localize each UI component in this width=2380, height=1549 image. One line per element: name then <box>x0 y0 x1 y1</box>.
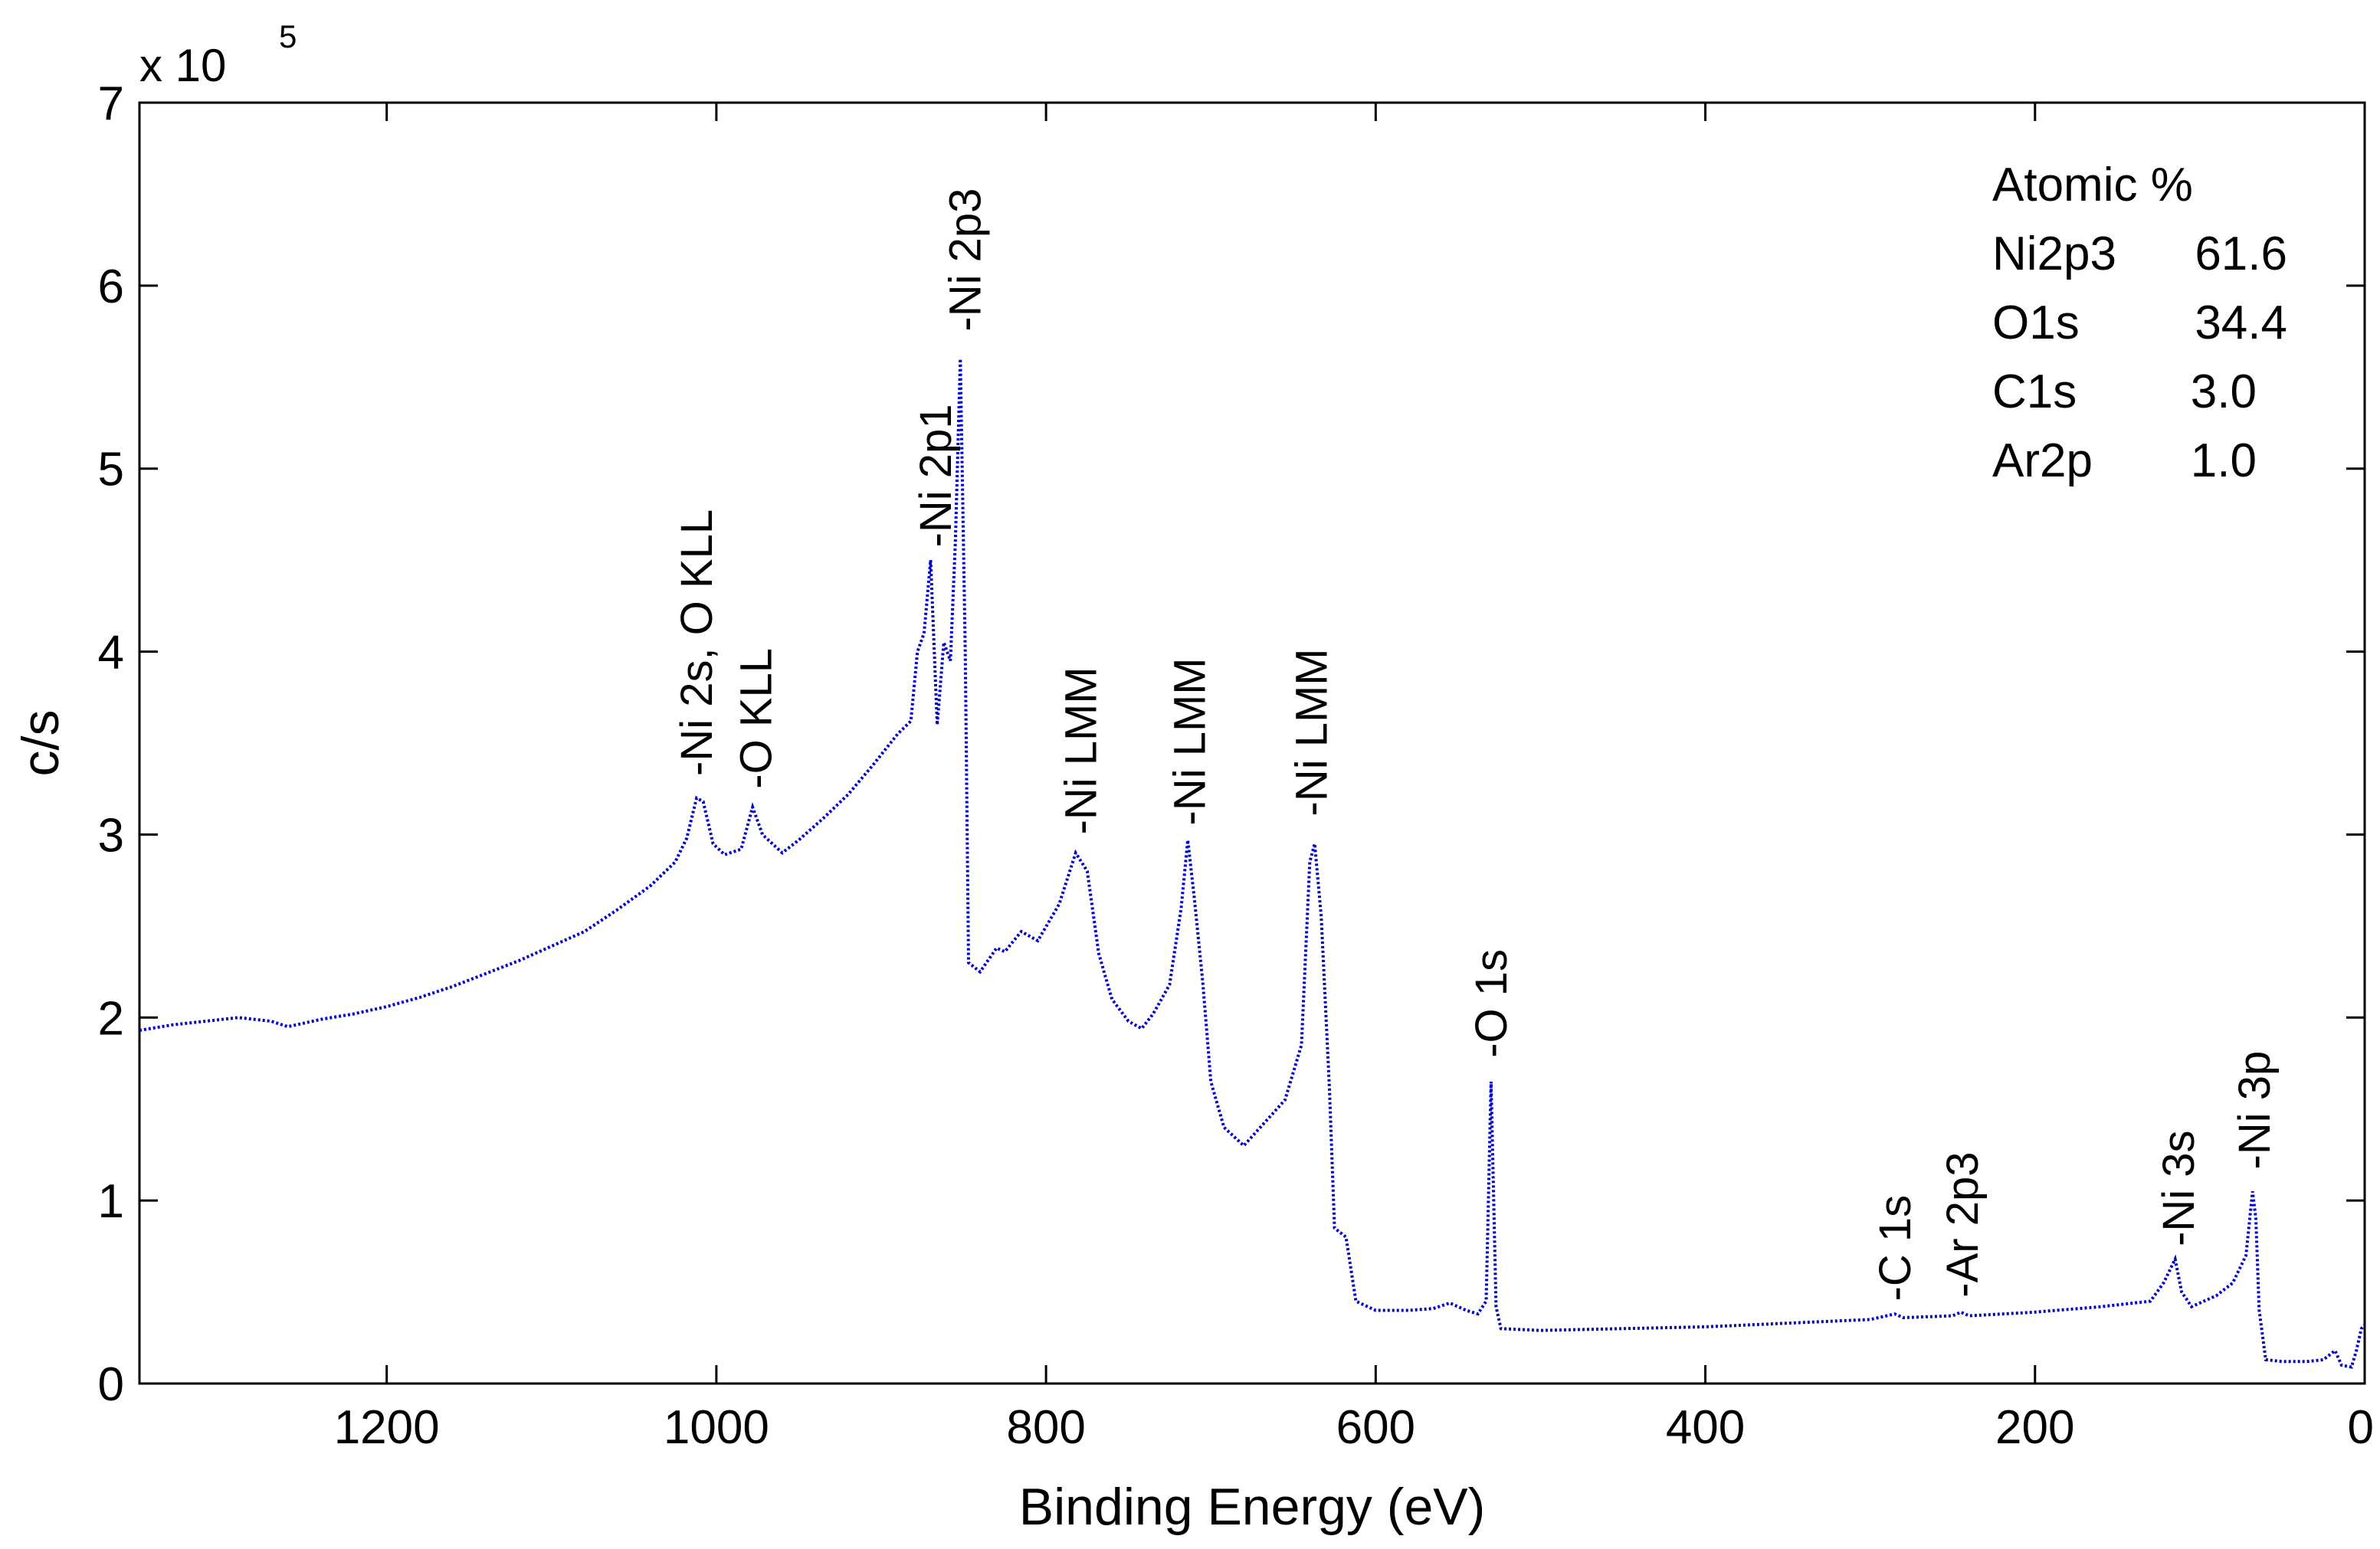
y-tick-label: 7 <box>98 77 124 130</box>
peak-label: -Ni LMM <box>1056 666 1106 834</box>
x-axis-ticks: 1200 1000 800 600 400 200 0 <box>334 103 2374 1454</box>
y-axis-ticks: 0 1 2 3 4 5 6 7 <box>98 77 2365 1411</box>
legend-label: C1s <box>1992 365 2077 418</box>
peak-label: -Ni LMM <box>1165 657 1215 825</box>
x-tick-label: 1200 <box>334 1401 440 1454</box>
peak-label: -Ni 2p3 <box>941 188 991 332</box>
spectrum-line <box>139 359 2366 1369</box>
x-axis-title: Binding Energy (eV) <box>1019 1478 1486 1536</box>
y-axis-multiplier: x 10 <box>139 40 226 91</box>
y-tick-label: 2 <box>98 992 124 1045</box>
x-tick-label: 400 <box>1666 1401 1745 1454</box>
peak-label: -C 1s <box>1870 1195 1920 1302</box>
atomic-percent-legend: Atomic % Ni2p3 61.6 O1s 34.4 C1s 3.0 Ar2… <box>1992 159 2287 487</box>
peak-annotations: -Ni 2p3 -Ni 2p1 -Ni 2s, O KLL -O KLL -Ni LMM… <box>672 188 2280 1302</box>
y-axis-title: c/s <box>11 710 70 777</box>
legend-label: O1s <box>1992 296 2080 349</box>
peak-label: -Ar 2p3 <box>1938 1151 1988 1297</box>
y-axis-exponent: 5 <box>279 18 297 54</box>
legend-value: 1.0 <box>2191 434 2257 487</box>
y-tick-label: 4 <box>98 627 124 680</box>
peak-label: -O 1s <box>1467 949 1516 1058</box>
legend-label: Ni2p3 <box>1992 228 2116 280</box>
peak-label: -Ni 3p <box>2230 1051 2280 1170</box>
legend-value: 61.6 <box>2195 228 2287 280</box>
peak-label: -O KLL <box>732 648 782 789</box>
plot-frame <box>138 101 2366 1385</box>
y-tick-label: 3 <box>98 809 124 862</box>
y-tick-label: 1 <box>98 1175 124 1228</box>
legend-title: Atomic % <box>1992 159 2193 211</box>
peak-label: -Ni 3s <box>2154 1130 2204 1246</box>
x-tick-label: 0 <box>2348 1401 2374 1454</box>
peak-label: -Ni LMM <box>1287 648 1336 816</box>
y-tick-label: 0 <box>98 1358 124 1411</box>
legend-label: Ar2p <box>1992 434 2093 487</box>
x-tick-label: 1000 <box>664 1401 769 1454</box>
x-tick-label: 200 <box>1995 1401 2074 1454</box>
legend-value: 3.0 <box>2191 365 2257 418</box>
peak-label: -Ni 2s, O KLL <box>672 509 722 776</box>
y-tick-label: 6 <box>98 260 124 313</box>
y-tick-label: 5 <box>98 444 124 496</box>
x-tick-label: 800 <box>1006 1401 1085 1454</box>
x-tick-label: 600 <box>1336 1401 1415 1454</box>
legend-value: 34.4 <box>2195 296 2287 349</box>
peak-label: -Ni 2p1 <box>911 404 961 547</box>
